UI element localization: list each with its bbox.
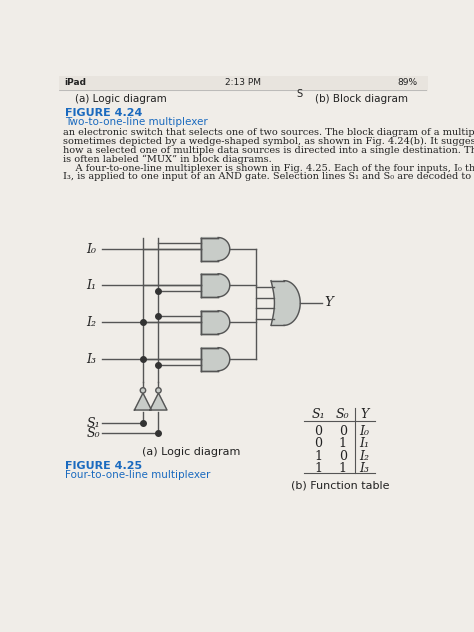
Text: 1: 1 xyxy=(314,450,322,463)
Text: Four-to-one-line multiplexer: Four-to-one-line multiplexer xyxy=(65,470,211,480)
Text: 0: 0 xyxy=(339,425,347,438)
Text: A four-to-one-line multiplexer is shown in Fig. 4.25. Each of the four inputs, I: A four-to-one-line multiplexer is shown … xyxy=(63,164,474,173)
Text: (b) Block diagram: (b) Block diagram xyxy=(315,94,408,104)
Text: an electronic switch that selects one of two sources. The block diagram of a mul: an electronic switch that selects one of… xyxy=(63,128,474,137)
Text: how a selected one of multiple data sources is directed into a single destinatio: how a selected one of multiple data sour… xyxy=(63,146,474,155)
Polygon shape xyxy=(150,393,167,410)
Text: 89%: 89% xyxy=(397,78,417,87)
Text: FIGURE 4.24: FIGURE 4.24 xyxy=(65,108,143,118)
Text: FIGURE 4.25: FIGURE 4.25 xyxy=(65,461,143,471)
Text: Y: Y xyxy=(360,408,369,421)
Text: 2:13 PM: 2:13 PM xyxy=(225,78,261,87)
Polygon shape xyxy=(201,348,230,371)
Text: 1: 1 xyxy=(339,437,347,451)
Polygon shape xyxy=(201,311,230,334)
Polygon shape xyxy=(135,393,152,410)
Text: I₃: I₃ xyxy=(86,353,96,366)
Text: 0: 0 xyxy=(339,450,347,463)
Circle shape xyxy=(156,387,161,393)
Text: S₀: S₀ xyxy=(86,427,100,440)
Text: 0: 0 xyxy=(314,425,322,438)
Text: I₁: I₁ xyxy=(86,279,96,292)
Text: (a) Logic diagram: (a) Logic diagram xyxy=(75,94,167,104)
Circle shape xyxy=(140,387,146,393)
Text: I₁: I₁ xyxy=(360,437,370,451)
Text: I₂: I₂ xyxy=(360,450,370,463)
Text: I₃: I₃ xyxy=(360,462,370,475)
Polygon shape xyxy=(271,281,300,325)
Text: S₀: S₀ xyxy=(336,408,350,421)
Polygon shape xyxy=(201,238,230,260)
Text: S₁: S₁ xyxy=(86,416,100,430)
Text: is often labeled “MUX” in block diagrams.: is often labeled “MUX” in block diagrams… xyxy=(63,155,272,164)
Text: 0: 0 xyxy=(314,437,322,451)
Text: I₀: I₀ xyxy=(86,243,96,255)
Text: I₀: I₀ xyxy=(360,425,370,438)
Text: (a) Logic diagram: (a) Logic diagram xyxy=(142,447,240,457)
Text: sometimes depicted by a wedge-shaped symbol, as shown in Fig. 4.24(b). It sugges: sometimes depicted by a wedge-shaped sym… xyxy=(63,137,474,146)
Text: iPad: iPad xyxy=(64,78,86,87)
Polygon shape xyxy=(201,274,230,297)
Text: Two-to-one-line multiplexer: Two-to-one-line multiplexer xyxy=(65,118,208,128)
Text: I₂: I₂ xyxy=(86,316,96,329)
Text: S: S xyxy=(296,89,302,99)
Text: (b) Function table: (b) Function table xyxy=(291,481,389,491)
Text: 1: 1 xyxy=(314,462,322,475)
Text: Y: Y xyxy=(324,296,333,310)
Text: S₁: S₁ xyxy=(311,408,325,421)
Text: I₃, is applied to one input of an AND gate. Selection lines S₁ and S₀ are decode: I₃, is applied to one input of an AND ga… xyxy=(63,173,474,181)
Text: 1: 1 xyxy=(339,462,347,475)
